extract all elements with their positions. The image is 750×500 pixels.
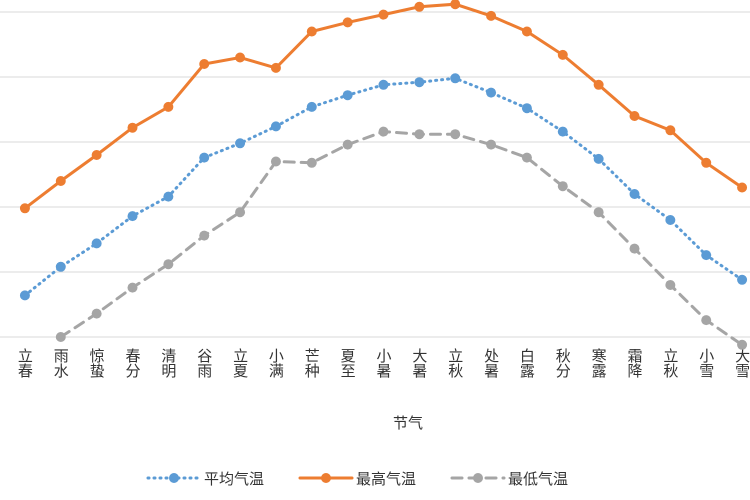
x-tick-label: 秋分 [554,348,572,379]
data-point [665,125,676,136]
data-point [486,139,497,150]
x-tick-label: 谷雨 [195,348,213,379]
data-point [235,138,246,149]
data-point [486,87,497,98]
series-line [59,130,744,347]
data-point [163,259,174,270]
x-tick-label: 白露 [518,348,536,379]
data-point [235,207,246,218]
data-point [55,332,66,342]
data-point [521,152,532,163]
x-tick-label: 夏至 [339,348,357,378]
legend-label: 最低气温 [508,470,568,488]
data-point [629,243,640,254]
data-point [306,157,317,168]
data-point [342,90,353,101]
data-point [342,17,353,28]
x-tick-label: 清明 [159,348,177,379]
legend-item: 平均气温 [146,470,264,488]
data-point [163,101,174,112]
data-point [629,189,640,199]
data-point [306,26,317,37]
data-point [557,181,568,192]
data-point [414,77,425,88]
x-tick-label: 惊蛰 [88,348,106,378]
data-point [593,153,604,164]
data-point [55,261,66,272]
data-point [306,101,317,112]
x-tick-label: 立夏 [231,348,249,378]
data-point [593,79,604,90]
data-point [91,308,102,319]
x-tick-label: 大暑 [410,348,428,378]
series-line [23,2,744,210]
x-tick-label: 处暑 [482,348,500,378]
legend-marker [169,473,179,483]
data-point [665,215,676,225]
data-point [127,282,138,293]
data-point [737,339,748,350]
data-point [450,73,461,84]
data-point [450,0,461,10]
series-line [23,76,744,297]
data-point [235,52,246,63]
data-point [199,230,210,241]
data-point [701,315,712,326]
x-tick-label: 雨水 [52,348,70,378]
x-tick-label: 小满 [267,348,285,378]
x-tick-label: 芒种 [303,348,321,378]
data-point [127,211,138,222]
x-tick-label: 春分 [124,348,142,379]
data-point [701,157,712,168]
x-axis-label: 节气 [393,414,423,432]
data-point [701,250,712,261]
data-point [521,26,532,37]
x-tick-label: 立秋 [446,348,464,378]
data-point [450,129,461,140]
data-point [486,10,497,21]
x-tick-label: 小雪 [697,348,715,378]
data-point [270,62,281,73]
x-tick-label: 霜降 [626,348,644,378]
data-point [414,1,425,12]
x-tick-label: 小暑 [375,348,393,378]
data-point [342,139,353,150]
data-point [521,103,532,114]
data-point [593,207,604,218]
legend-label: 最高气温 [356,470,416,488]
data-point [19,290,30,301]
data-point [557,126,568,137]
data-point [270,156,281,167]
data-point [199,59,210,69]
data-point [378,79,389,90]
data-point [378,126,389,137]
data-point [199,152,210,163]
data-point [557,49,568,60]
data-point [378,9,389,20]
data-point [737,182,748,193]
data-point [163,191,174,202]
x-tick-label: 大雪 [733,348,750,378]
x-tick-label: 立春 [16,348,34,378]
x-tick-label: 立秋 [661,348,679,378]
data-point [127,122,138,133]
legend-label: 平均气温 [204,470,264,488]
data-point [91,150,102,160]
data-point [414,129,425,140]
legend-marker [473,473,483,483]
data-point [19,203,30,214]
data-point [91,238,102,249]
legend-item: 最低气温 [450,470,568,488]
legend-marker [321,473,331,483]
data-point [737,274,748,285]
x-tick-label: 寒露 [590,347,608,379]
data-point [270,121,281,132]
data-point [55,176,66,186]
data-point [665,280,676,290]
data-point [629,111,640,121]
legend-item: 最高气温 [298,470,416,488]
